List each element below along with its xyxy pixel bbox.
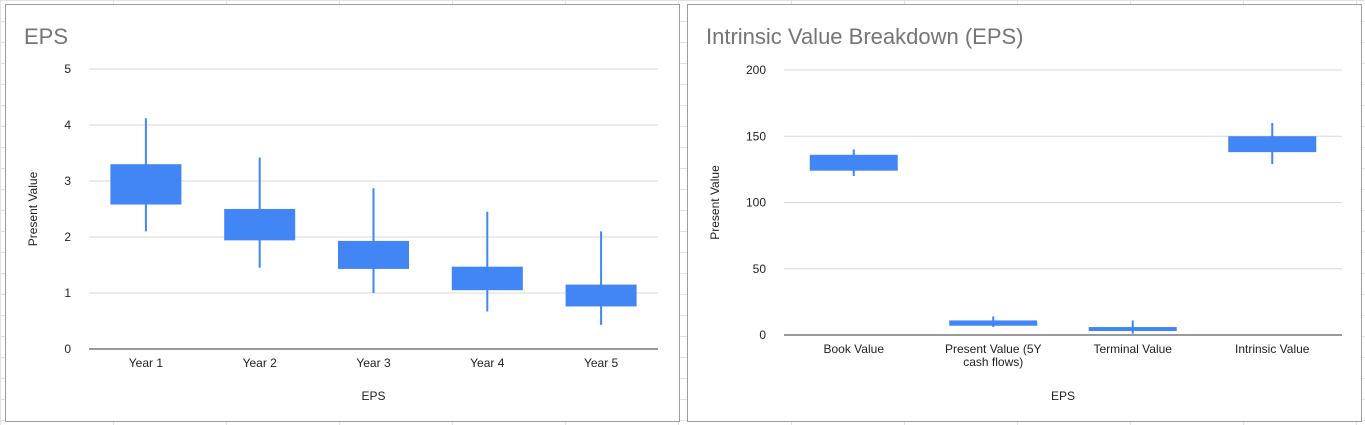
candle-body [451,266,523,291]
candle-body [809,154,898,171]
candle-body [1228,136,1317,153]
x-tick-label: Year 5 [584,356,619,370]
intrinsic-value-chart-panel[interactable]: Intrinsic Value Breakdown (EPS) 0 50 100 15… [687,4,1362,422]
y-tick-label: 5 [64,62,71,76]
candle-body [1088,327,1177,332]
candle-body [110,164,182,205]
candle-body [338,240,409,269]
eps-candlestick-chart: 0 1 2 3 4 5 Year 1 Year 2 Year 3 Year 4 Year 5 EPS P… [26,62,658,403]
y-tick-label: 3 [64,174,71,188]
x-tick-label: Present Value (5Y cash flows) [945,342,1042,369]
y-tick-label: 1 [64,286,71,300]
x-axis-title: EPS [361,389,385,403]
y-axis-title: Present Value [708,165,722,240]
y-tick-label: 50 [753,262,767,276]
chart-title: Intrinsic Value Breakdown (EPS) [706,24,1024,49]
y-tick-label: 200 [746,63,766,77]
candle-body [224,209,296,241]
x-tick-label: Year 1 [129,356,164,370]
intrinsic-value-candlestick-chart: 0 50 100 150 200 Book Value Present Value (5Y c… [708,63,1342,403]
x-tick-label: Book Value [824,342,885,356]
x-tick-label: Year 4 [470,356,505,370]
x-tick-label: Year 2 [243,356,278,370]
y-tick-label: 0 [64,342,71,356]
y-tick-label: 2 [64,230,71,244]
x-tick-label: Terminal Value [1094,342,1173,356]
x-tick-label: Year 3 [356,356,391,370]
y-tick-label: 100 [746,196,766,210]
candle-body [949,320,1038,326]
x-axis-title: EPS [1051,389,1075,403]
eps-chart-panel[interactable]: EPS 0 1 2 3 4 5 Year 1 Year 2 Year 3 Year 4 Year 5… [5,4,680,422]
x-tick-label: Intrinsic Value [1235,342,1310,356]
y-axis-title: Present Value [26,171,40,246]
y-tick-label: 0 [759,328,766,342]
y-tick-label: 4 [64,118,71,132]
chart-title: EPS [24,24,69,49]
y-tick-label: 150 [746,129,766,143]
candle-body [565,284,637,307]
